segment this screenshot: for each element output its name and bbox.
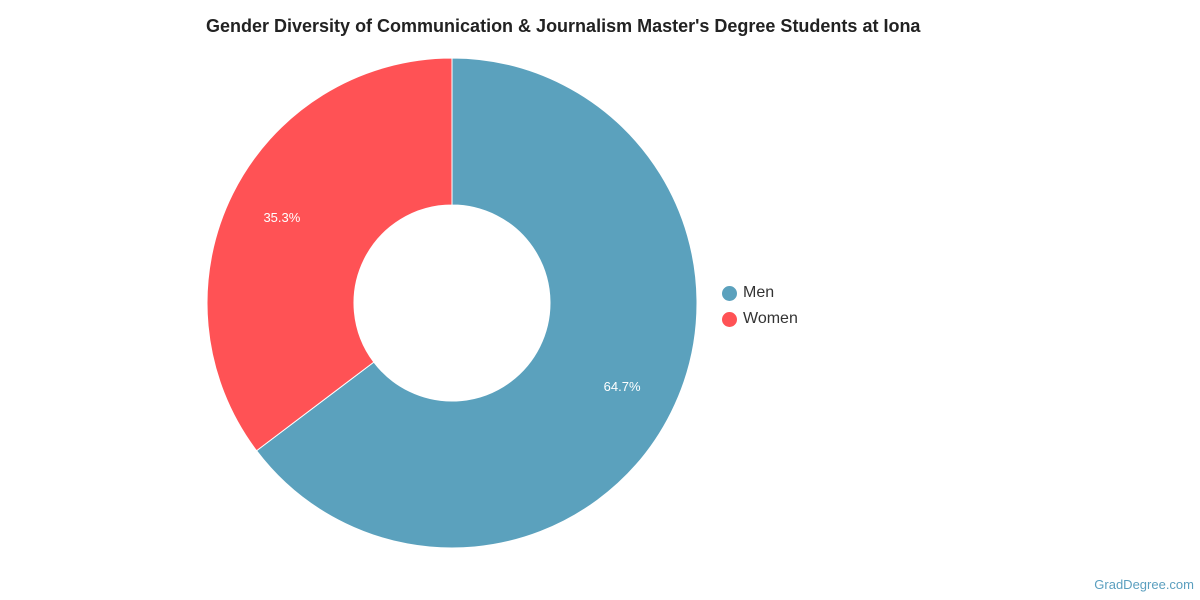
legend-label-men: Men [743, 284, 775, 301]
watermark-link[interactable]: GradDegree.com [1094, 577, 1194, 592]
slice-men[interactable] [255, 57, 698, 549]
slice-label-men: 64.7% [604, 379, 641, 394]
legend-item-women[interactable]: Women [722, 306, 798, 332]
chart-title: Gender Diversity of Communication & Jour… [206, 16, 921, 36]
chart-legend: Men Women [722, 280, 798, 332]
legend-swatch-women [722, 311, 737, 327]
legend-item-men[interactable]: Men [722, 280, 798, 306]
slice-women[interactable] [206, 57, 453, 452]
slice-label-women: 35.3% [263, 210, 300, 225]
legend-label-women: Women [743, 310, 798, 327]
legend-swatch-men [722, 285, 737, 301]
